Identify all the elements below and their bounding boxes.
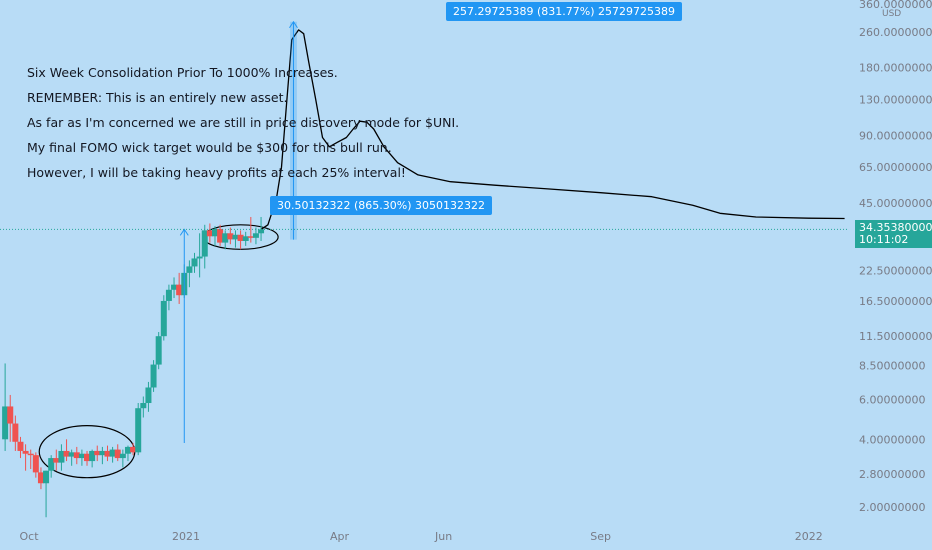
candle-body bbox=[155, 336, 162, 365]
candle-body bbox=[247, 236, 254, 238]
price-tick-label: 22.50000000 bbox=[859, 265, 932, 278]
candle-body bbox=[84, 453, 91, 462]
price-axis-unit: USD bbox=[882, 9, 901, 19]
price-tick-label: 65.00000000 bbox=[859, 161, 932, 174]
note-line-2: REMEMBER: This is an entirely new asset. bbox=[27, 90, 288, 105]
projection-path bbox=[260, 29, 845, 230]
note-line-3: As far as I'm concerned we are still in … bbox=[27, 115, 460, 130]
price-tick-label: 16.50000000 bbox=[859, 295, 932, 308]
last-price-value: 34.35380000 bbox=[859, 221, 932, 234]
candle-body bbox=[89, 450, 96, 462]
candle-body bbox=[165, 289, 172, 301]
candle-body bbox=[94, 450, 101, 456]
candle-body bbox=[78, 453, 85, 459]
candle-body bbox=[109, 449, 116, 457]
candle-body bbox=[206, 230, 213, 237]
candle-body bbox=[104, 450, 111, 457]
candle-body bbox=[135, 408, 142, 453]
candle-body bbox=[201, 230, 208, 257]
price-tick-label: 260.00000000 bbox=[859, 26, 932, 39]
price-tick-label: 45.00000000 bbox=[859, 197, 932, 210]
candle-body bbox=[17, 441, 24, 451]
candle-body bbox=[176, 284, 183, 296]
candle-body bbox=[7, 406, 14, 424]
note-line-5: However, I will be taking heavy profits … bbox=[27, 165, 406, 180]
candle-body bbox=[140, 403, 147, 409]
candle-body bbox=[124, 446, 131, 454]
candle-body bbox=[232, 234, 239, 240]
candle-body bbox=[130, 446, 137, 453]
candle-body bbox=[242, 236, 249, 241]
candle-body bbox=[211, 228, 218, 237]
time-tick-label: Oct bbox=[19, 530, 39, 543]
candle-body bbox=[73, 452, 80, 459]
candlesticks bbox=[2, 216, 265, 518]
price-tick-label: 360.00000000 bbox=[859, 0, 932, 11]
candle-body bbox=[114, 449, 121, 459]
candle-body bbox=[48, 458, 55, 471]
projection-drawing bbox=[260, 29, 845, 230]
bar-countdown: 10:11:02 bbox=[859, 233, 909, 246]
candle-body bbox=[237, 234, 244, 241]
candle-body bbox=[191, 258, 198, 267]
price-tick-label: 6.00000000 bbox=[859, 394, 925, 407]
candle-body bbox=[217, 228, 224, 243]
price-tick-label: 130.00000000 bbox=[859, 93, 932, 106]
candle-body bbox=[27, 453, 34, 456]
candle-body bbox=[58, 450, 65, 463]
price-tick-label: 90.00000000 bbox=[859, 129, 932, 142]
time-tick-label: 2022 bbox=[795, 530, 823, 543]
measure-tools bbox=[179, 20, 298, 444]
candle-body bbox=[150, 364, 157, 388]
candle-body bbox=[2, 406, 9, 440]
price-tick-label: 2.00000000 bbox=[859, 501, 925, 514]
note-line-4: My final FOMO wick target would be $300 … bbox=[27, 140, 392, 155]
candle-body bbox=[252, 233, 259, 238]
measure-label-second: 257.29725389 (831.77%) 25729725389 bbox=[446, 2, 682, 21]
time-axis[interactable]: Oct 2021 Apr Jun Sep 2022 bbox=[19, 530, 822, 543]
candle-body bbox=[43, 470, 50, 484]
candle-body bbox=[222, 233, 229, 243]
note-line-1: Six Week Consolidation Prior To 1000% In… bbox=[27, 65, 338, 80]
candle-body bbox=[186, 266, 193, 273]
price-tick-label: 4.00000000 bbox=[859, 433, 925, 446]
price-axis[interactable]: USD 260.00000000 180.00000000 130.00000000… bbox=[859, 0, 932, 514]
price-tick-label: 11.50000000 bbox=[859, 330, 932, 343]
candle-body bbox=[258, 229, 265, 234]
time-tick-label: Jun bbox=[434, 530, 452, 543]
candle-body bbox=[119, 453, 126, 459]
price-tick-label: 2.80000000 bbox=[859, 468, 925, 481]
candle-body bbox=[227, 233, 234, 240]
candle-body bbox=[37, 472, 44, 484]
time-tick-label: Apr bbox=[330, 530, 350, 543]
candle-body bbox=[145, 387, 152, 404]
measure-arrow-head bbox=[179, 228, 189, 236]
candle-body bbox=[32, 455, 39, 473]
candle-body bbox=[196, 256, 203, 259]
last-price-label: 34.35380000 10:11:02 bbox=[855, 220, 932, 248]
measure-arrow-head bbox=[289, 20, 298, 28]
time-tick-label: 2021 bbox=[172, 530, 200, 543]
candle-body bbox=[160, 300, 167, 337]
candle-body bbox=[12, 423, 19, 442]
candle-body bbox=[63, 450, 70, 457]
candle-body bbox=[22, 450, 29, 454]
candle-body bbox=[68, 452, 75, 457]
time-tick-label: Sep bbox=[590, 530, 611, 543]
price-tick-label: 180.00000000 bbox=[859, 62, 932, 75]
candle-body bbox=[171, 284, 178, 290]
price-tick-label: 8.50000000 bbox=[859, 360, 925, 373]
candle-body bbox=[53, 458, 60, 463]
measure-label-first: 30.50132322 (865.30%) 3050132322 bbox=[270, 196, 492, 215]
candle-body bbox=[99, 450, 106, 456]
